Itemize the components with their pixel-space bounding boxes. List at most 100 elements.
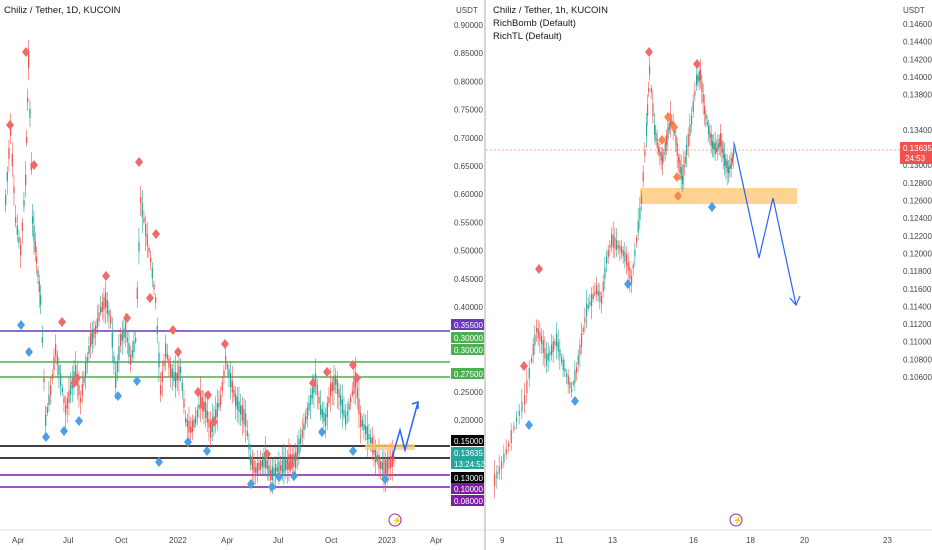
candle (133, 341, 135, 353)
candle (135, 337, 137, 343)
y-tick-hourly: 0.12600 (903, 197, 932, 206)
candle (105, 292, 107, 308)
candle (193, 419, 195, 428)
candle (141, 202, 143, 218)
unit-label: USDT (456, 6, 478, 15)
candle-hourly (726, 160, 728, 173)
candle (173, 372, 175, 382)
candle (96, 318, 98, 329)
candle-hourly (629, 267, 631, 279)
candle (68, 390, 70, 403)
candle-hourly (659, 151, 661, 156)
candle (158, 352, 160, 368)
candle-hourly (572, 381, 574, 385)
candle (316, 384, 318, 396)
candle (321, 408, 323, 418)
candle (128, 343, 130, 357)
candle-hourly (622, 250, 624, 257)
x-tick: Jul (273, 536, 283, 545)
candle (150, 257, 152, 263)
price-tag (451, 458, 484, 469)
candle (391, 453, 393, 467)
price-tag (451, 495, 484, 506)
candle (273, 468, 275, 476)
candle (343, 409, 345, 417)
candle (51, 374, 53, 380)
candle-hourly (724, 154, 726, 166)
buy-signal-hourly (525, 420, 533, 430)
hourly-chart-panel[interactable]: Chiliz / Tether, 1h, KUCOIN RichBomb (De… (486, 0, 932, 550)
indicator-richtl[interactable]: RichTL (Default) (493, 31, 562, 42)
candle (32, 216, 34, 224)
daily-chart-panel[interactable]: Chiliz / Tether, 1D, KUCOIN 0.90000 0.850… (0, 0, 484, 550)
candle (336, 379, 338, 394)
candle-hourly (508, 443, 510, 447)
lightning-icon-hourly[interactable] (729, 513, 743, 527)
candle (148, 247, 150, 253)
candle-hourly (716, 148, 718, 152)
candle (345, 415, 347, 425)
daily-chart-svg[interactable]: Chiliz / Tether, 1D, KUCOIN 0.90000 0.850… (0, 0, 484, 550)
candle (286, 457, 288, 470)
candle-hourly (718, 138, 720, 148)
candle (225, 355, 227, 365)
candle-hourly (637, 220, 639, 233)
candle-hourly (602, 281, 604, 292)
candle (131, 349, 133, 357)
panel-divider[interactable] (484, 0, 486, 550)
candle (81, 384, 83, 396)
candle-hourly (579, 344, 581, 356)
lightning-icon[interactable] (388, 513, 402, 527)
sell-signal (263, 449, 271, 459)
candle-hourly (660, 152, 662, 161)
candle (351, 391, 353, 396)
indicator-richbomb[interactable]: RichBomb (Default) (493, 18, 576, 29)
candle-hourly (730, 157, 732, 169)
y-tick: 0.45000 (454, 275, 483, 284)
candle (18, 236, 20, 244)
candle (236, 397, 238, 410)
candle-hourly (732, 157, 734, 163)
candle (168, 358, 170, 368)
candle (256, 463, 258, 474)
candle (381, 462, 383, 470)
candle-hourly (599, 291, 601, 302)
candle (23, 199, 25, 207)
candle (295, 452, 297, 468)
hourly-chart-svg[interactable]: Chiliz / Tether, 1h, KUCOIN RichBomb (De… (486, 0, 932, 550)
price-tag (451, 435, 484, 446)
candle-hourly (571, 387, 573, 393)
candle (10, 124, 12, 136)
candle (34, 241, 36, 252)
candle (176, 372, 178, 381)
sell-signal (22, 47, 30, 57)
candle (330, 383, 332, 397)
candles-daily (5, 40, 395, 495)
candle-hourly (722, 148, 724, 159)
candle-hourly (687, 134, 689, 146)
candle (308, 403, 310, 411)
candle-hourly (607, 249, 609, 257)
candle (153, 284, 155, 290)
candle-hourly (714, 142, 716, 155)
sell-signal (70, 378, 78, 388)
candle (218, 402, 220, 408)
candle (378, 454, 380, 469)
y-tick-hourly: 0.14600 (903, 20, 932, 29)
price-tag (451, 332, 484, 343)
candle (261, 459, 263, 467)
candle (348, 403, 350, 410)
candle (6, 172, 8, 182)
candle-hourly (676, 143, 678, 157)
sell-signal-hourly (520, 361, 528, 371)
y-tick-hourly: 0.11600 (903, 285, 932, 294)
candle (365, 425, 367, 435)
candle (360, 412, 362, 428)
buy-signal (114, 391, 122, 401)
candle (283, 458, 285, 474)
candle-hourly (705, 113, 707, 120)
candle-hourly (547, 352, 549, 361)
candle (306, 407, 308, 420)
candle (215, 409, 217, 421)
candle-hourly (680, 167, 682, 180)
